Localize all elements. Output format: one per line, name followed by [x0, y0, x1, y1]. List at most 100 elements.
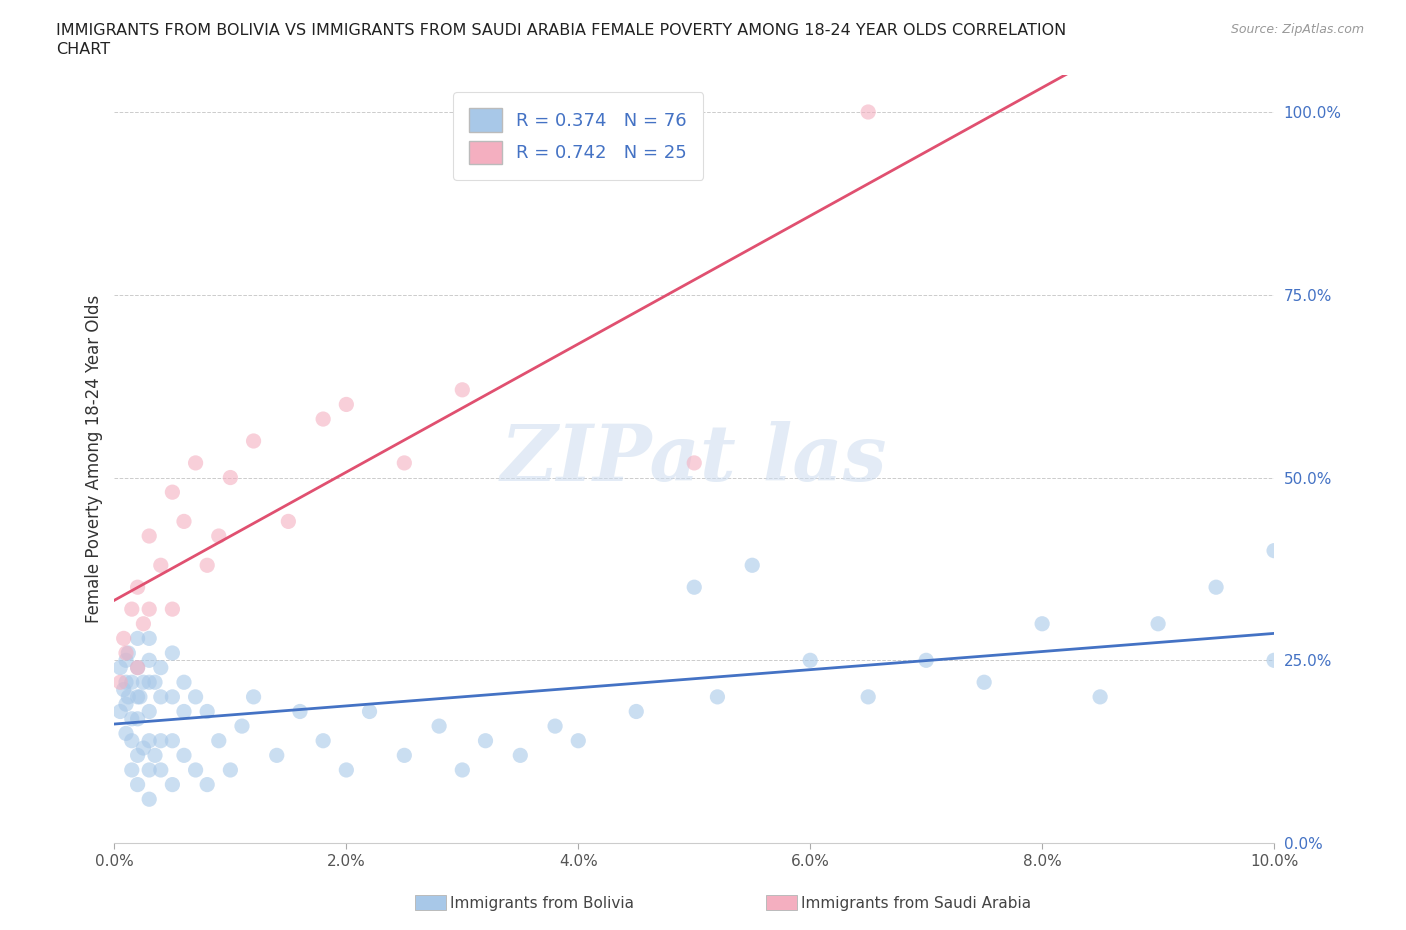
Point — [173, 675, 195, 690]
Point — [127, 711, 149, 726]
Point — [173, 704, 195, 719]
Point — [427, 719, 450, 734]
Point — [973, 675, 995, 690]
Point — [117, 645, 139, 660]
Point — [231, 719, 253, 734]
Point — [242, 433, 264, 448]
Point — [394, 456, 416, 471]
Point — [683, 456, 706, 471]
Point — [108, 675, 131, 690]
Point — [138, 675, 160, 690]
Legend: R = 0.374   N = 76, R = 0.742   N = 25: R = 0.374 N = 76, R = 0.742 N = 25 — [453, 92, 703, 180]
Point — [138, 653, 160, 668]
Point — [149, 558, 172, 573]
Point — [121, 675, 143, 690]
Point — [115, 653, 138, 668]
Point — [219, 763, 242, 777]
Point — [162, 645, 184, 660]
Point — [162, 485, 184, 499]
Point — [121, 711, 143, 726]
Point — [219, 470, 242, 485]
Point — [138, 733, 160, 748]
Point — [127, 631, 149, 645]
Point — [312, 412, 335, 427]
Point — [138, 704, 160, 719]
Point — [173, 748, 195, 763]
Text: ZIPat las: ZIPat las — [501, 421, 887, 498]
Point — [359, 704, 381, 719]
Point — [856, 104, 879, 119]
Point — [127, 579, 149, 594]
Text: CHART: CHART — [56, 42, 110, 57]
Point — [195, 558, 218, 573]
Point — [1263, 653, 1285, 668]
Point — [138, 763, 160, 777]
Point — [129, 689, 152, 704]
Point — [915, 653, 938, 668]
Point — [115, 726, 138, 741]
Point — [162, 777, 184, 792]
Point — [277, 514, 299, 529]
Point — [132, 617, 155, 631]
Point — [127, 748, 149, 763]
Point — [115, 645, 138, 660]
Point — [1147, 617, 1170, 631]
Point — [143, 675, 166, 690]
Text: Source: ZipAtlas.com: Source: ZipAtlas.com — [1230, 23, 1364, 36]
Point — [451, 382, 474, 397]
Point — [312, 733, 335, 748]
Point — [335, 763, 357, 777]
Point — [143, 748, 166, 763]
Point — [266, 748, 288, 763]
Point — [242, 689, 264, 704]
Point — [1263, 543, 1285, 558]
Point — [394, 748, 416, 763]
Point — [208, 528, 231, 543]
Point — [288, 704, 311, 719]
Point — [115, 697, 138, 711]
Text: IMMIGRANTS FROM BOLIVIA VS IMMIGRANTS FROM SAUDI ARABIA FEMALE POVERTY AMONG 18-: IMMIGRANTS FROM BOLIVIA VS IMMIGRANTS FR… — [56, 23, 1067, 38]
Point — [127, 660, 149, 675]
Point — [195, 704, 218, 719]
Point — [184, 689, 207, 704]
Point — [1088, 689, 1111, 704]
Point — [195, 777, 218, 792]
Point — [149, 660, 172, 675]
Point — [138, 631, 160, 645]
Point — [127, 660, 149, 675]
Point — [121, 763, 143, 777]
Point — [112, 682, 135, 697]
Point — [138, 791, 160, 806]
Y-axis label: Female Poverty Among 18-24 Year Olds: Female Poverty Among 18-24 Year Olds — [86, 295, 103, 623]
Text: Immigrants from Bolivia: Immigrants from Bolivia — [450, 897, 634, 911]
Point — [335, 397, 357, 412]
Point — [626, 704, 648, 719]
Point — [1205, 579, 1227, 594]
Point — [149, 763, 172, 777]
Point — [509, 748, 531, 763]
Point — [208, 733, 231, 748]
Point — [162, 602, 184, 617]
Point — [184, 456, 207, 471]
Point — [117, 689, 139, 704]
Point — [451, 763, 474, 777]
Point — [149, 689, 172, 704]
Point — [544, 719, 567, 734]
Point — [567, 733, 589, 748]
Point — [706, 689, 728, 704]
Point — [132, 675, 155, 690]
Point — [132, 740, 155, 755]
Point — [856, 689, 879, 704]
Point — [108, 704, 131, 719]
Point — [173, 514, 195, 529]
Point — [127, 689, 149, 704]
Point — [474, 733, 496, 748]
Point — [799, 653, 821, 668]
Point — [112, 631, 135, 645]
Point — [162, 733, 184, 748]
Point — [162, 689, 184, 704]
Text: Immigrants from Saudi Arabia: Immigrants from Saudi Arabia — [801, 897, 1032, 911]
Point — [184, 763, 207, 777]
Point — [138, 528, 160, 543]
Point — [121, 733, 143, 748]
